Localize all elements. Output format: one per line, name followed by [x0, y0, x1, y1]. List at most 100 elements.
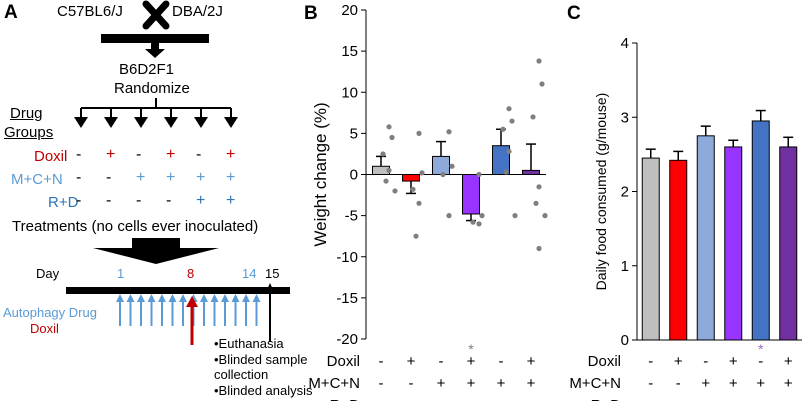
breeding-bar — [101, 34, 209, 43]
factor-sign: + — [527, 375, 536, 392]
autophagy-dose-arrowhead — [168, 294, 177, 302]
day-15-label: 15 — [265, 266, 280, 281]
bar — [779, 146, 798, 341]
data-point — [446, 129, 452, 135]
factor-row-label: M+C+N — [569, 375, 621, 392]
factor-sign: + — [784, 397, 793, 401]
group-sign: + — [226, 192, 236, 209]
data-point — [536, 245, 542, 252]
rd-row-label: R+D — [48, 194, 79, 211]
data-point — [449, 163, 455, 169]
factor-sign: - — [409, 375, 414, 392]
hybrid-label: B6D2F1 — [119, 61, 175, 78]
factor-sign: - — [439, 397, 444, 401]
down-arrow-icon — [145, 43, 165, 58]
y-tick-label: 4 — [621, 35, 629, 52]
timeline-bar — [66, 287, 290, 294]
data-point — [506, 106, 512, 112]
factor-row-label: M+C+N — [308, 375, 360, 392]
autophagy-dose-arrowhead — [137, 294, 145, 302]
y-tick-label: 5 — [350, 125, 358, 142]
cross-icon — [142, 0, 170, 30]
factor-sign: - — [731, 397, 736, 401]
euthanasia-arrow-icon — [265, 283, 275, 342]
factor-sign: - — [758, 353, 763, 370]
group-arrow-head — [194, 117, 208, 128]
y-tick-label: 20 — [341, 2, 358, 19]
y-axis-title: Weight change (%) — [311, 102, 330, 246]
group-sign: + — [196, 169, 206, 186]
autophagy-dose-arrowhead — [179, 294, 187, 302]
y-tick-label: 0 — [621, 332, 629, 349]
autophagy-dose-arrowhead — [200, 294, 208, 302]
bar — [751, 120, 770, 341]
factor-sign: + — [756, 397, 765, 401]
group-sign: - — [106, 192, 112, 209]
group-sign: - — [76, 192, 82, 209]
data-point — [386, 124, 392, 130]
data-point — [389, 134, 395, 141]
data-point — [476, 171, 482, 178]
bar — [462, 174, 480, 215]
bar — [402, 174, 420, 182]
y-tick-label: -5 — [345, 208, 358, 225]
factor-sign: - — [703, 397, 708, 401]
group-arrows — [74, 108, 238, 128]
factor-sign: - — [499, 353, 504, 370]
group-arrow-head — [104, 117, 118, 128]
group-arrow-head — [224, 117, 238, 128]
group-sign: - — [136, 192, 142, 209]
factor-sign: + — [784, 375, 793, 392]
funnel-arrow-icon — [93, 238, 219, 264]
autophagy-dose-arrowhead — [242, 294, 250, 302]
factor-sign: - — [439, 353, 444, 370]
y-tick-label: 3 — [621, 109, 629, 126]
groups-title-1: Drug — [10, 105, 43, 122]
group-sign: + — [106, 146, 116, 163]
factor-sign: - — [676, 397, 681, 401]
data-point — [413, 233, 419, 239]
factor-sign: + — [756, 375, 765, 392]
factor-sign: + — [407, 353, 416, 370]
group-sign: - — [106, 169, 112, 186]
data-point — [500, 126, 506, 132]
outcome-item: •Euthanasia — [214, 336, 284, 351]
autophagy-drug-label: Autophagy Drug — [3, 305, 97, 320]
factor-sign: - — [379, 397, 384, 401]
data-point — [479, 213, 485, 219]
group-sign: - — [136, 146, 142, 163]
panel-a-letter: A — [4, 2, 18, 23]
groups-title-2: Groups — [4, 124, 54, 141]
randomize-label: Randomize — [114, 80, 190, 97]
outcome-item: collection — [214, 367, 269, 382]
data-point — [536, 184, 542, 190]
data-point — [410, 186, 416, 192]
bar — [669, 159, 688, 341]
y-tick-label: 15 — [341, 43, 358, 60]
group-sign: + — [226, 146, 236, 163]
group-sign: + — [226, 169, 236, 186]
factor-sign: + — [497, 375, 506, 392]
doxil-timeline-label: Doxil — [30, 321, 59, 336]
autophagy-dose-arrowhead — [221, 294, 229, 302]
autophagy-dose-arrowhead — [126, 294, 135, 302]
bar — [696, 135, 715, 341]
autophagy-dose-arrowhead — [231, 294, 240, 302]
data-point — [386, 167, 392, 173]
bar — [432, 155, 450, 175]
data-point — [476, 221, 482, 227]
autophagy-dose-arrowhead — [147, 294, 156, 302]
panel-a-diagram — [66, 0, 290, 345]
factor-row-label: Doxil — [327, 353, 360, 370]
y-tick-label: 1 — [621, 258, 629, 275]
significance-marker: * — [758, 341, 764, 357]
factor-sign: - — [703, 353, 708, 370]
group-sign: - — [76, 169, 82, 186]
autophagy-dose-arrowhead — [116, 294, 124, 302]
factor-sign: - — [379, 353, 384, 370]
panel-b-letter: B — [304, 3, 318, 24]
factor-sign: + — [729, 353, 738, 370]
group-sign: - — [166, 192, 172, 209]
factor-sign: + — [784, 353, 793, 370]
significance-marker: * — [468, 341, 474, 357]
